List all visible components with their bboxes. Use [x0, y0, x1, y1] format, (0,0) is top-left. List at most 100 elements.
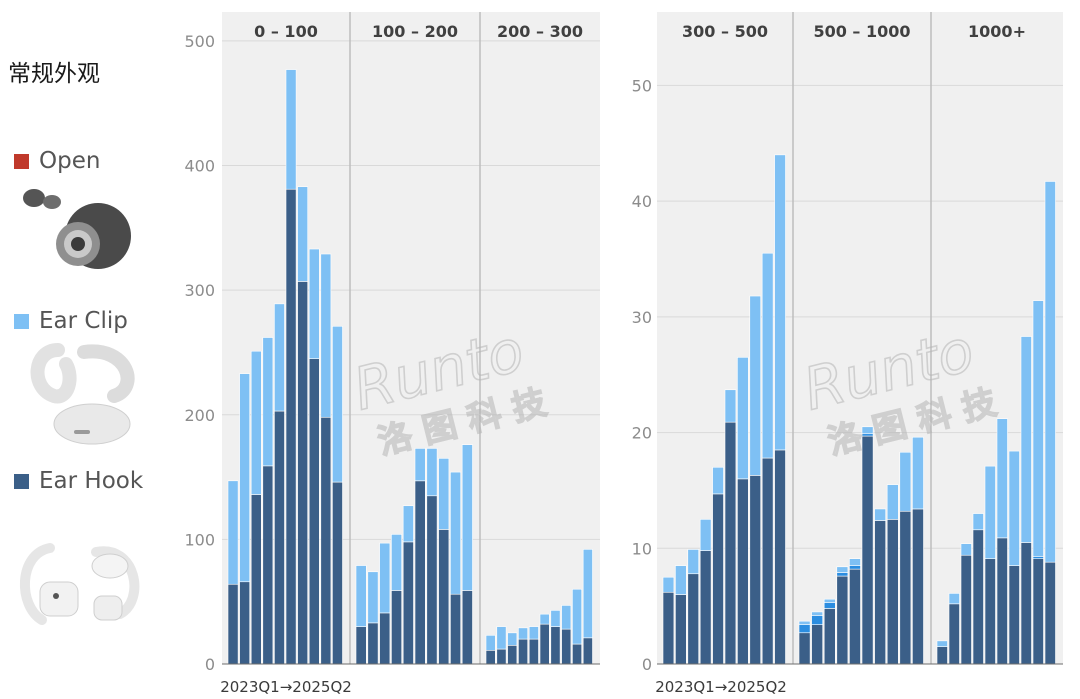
bar-segment-ear-clip	[761, 252, 774, 459]
bar-segment-ear-hook	[984, 558, 996, 665]
bar-segment-ear-clip	[507, 632, 518, 646]
bar-segment-ear-clip	[798, 620, 811, 625]
y-tick-label: 300	[184, 281, 215, 300]
legend-label-ear-hook: Ear Hook	[39, 468, 144, 494]
facet-header-label: 200 – 300	[497, 22, 583, 41]
bar-segment-ear-clip	[402, 505, 414, 543]
bar-segment-ear-clip	[461, 444, 473, 591]
bar-segment-ear-hook	[274, 410, 285, 665]
bar-segment-open	[836, 572, 849, 577]
bar-segment-ear-clip	[774, 154, 786, 451]
bar-segment-ear-hook	[332, 481, 343, 665]
bar-segment-ear-hook	[774, 449, 786, 665]
open-earbuds-icon	[23, 189, 131, 269]
bar-segment-ear-clip	[250, 350, 262, 495]
bar-segment-ear-clip	[367, 571, 379, 624]
bar-segment-ear-hook	[550, 626, 561, 665]
bar-segment-ear-clip	[582, 549, 593, 639]
bar-segment-ear-clip	[972, 513, 984, 531]
bar-segment-open	[811, 615, 823, 625]
bar-segment-ear-hook	[239, 581, 251, 665]
bar-segment-ear-hook	[675, 594, 687, 665]
facet-header-label: 100 – 200	[372, 22, 458, 41]
bar-segment-ear-hook	[262, 465, 274, 665]
bar-segment-ear-hook	[320, 416, 332, 665]
legend-title: 常规外观	[8, 61, 100, 87]
bar-segment-ear-clip	[836, 566, 849, 573]
bar-segment-ear-clip	[675, 565, 687, 595]
bar-segment-ear-clip	[899, 451, 912, 512]
ear-clip-swatch	[14, 313, 29, 329]
bar-segment-ear-clip	[227, 480, 239, 585]
bar-segment-ear-clip	[308, 248, 320, 359]
bar-segment-ear-clip	[518, 627, 529, 640]
y-tick-label: 0	[205, 655, 215, 674]
y-tick-label: 30	[632, 308, 652, 327]
bar-segment-ear-clip	[886, 484, 899, 520]
bar-segment-ear-hook	[297, 281, 309, 665]
bar-segment-ear-hook	[761, 457, 774, 665]
bar-segment-ear-clip	[936, 640, 948, 647]
legend-label-ear-clip: Ear Clip	[39, 308, 128, 334]
bar-segment-ear-clip	[699, 519, 712, 551]
bar-segment-ear-hook	[1020, 542, 1032, 665]
bar-segment-ear-clip	[274, 303, 285, 412]
bar-segment-ear-clip	[528, 626, 539, 640]
bar-segment-ear-hook	[561, 628, 572, 665]
bar-segment-ear-hook	[960, 554, 972, 665]
y-tick-label: 200	[184, 406, 215, 425]
bar-segment-ear-clip	[912, 436, 924, 510]
bar-segment-ear-clip	[948, 593, 960, 605]
bar-segment-ear-hook	[285, 188, 297, 665]
bar-segment-ear-clip	[262, 337, 274, 467]
bar-segment-ear-hook	[391, 590, 402, 665]
bar-segment-ear-clip	[391, 534, 402, 591]
bar-segment-ear-hook	[886, 519, 899, 665]
bar-segment-ear-hook	[948, 603, 960, 665]
bar-segment-ear-hook	[402, 541, 414, 665]
bar-segment-ear-clip	[239, 373, 251, 583]
y-tick-label: 10	[632, 539, 652, 558]
bar-segment-ear-clip	[572, 588, 583, 645]
bar-segment-ear-hook	[379, 612, 391, 665]
bar-segment-ear-hook	[1032, 558, 1044, 665]
bar-segment-ear-hook	[861, 435, 874, 665]
bar-segment-ear-clip	[297, 186, 309, 282]
y-tick-label: 100	[184, 530, 215, 549]
bar-segment-ear-hook	[912, 508, 924, 665]
bar-segment-ear-clip	[849, 558, 861, 566]
bar-segment-ear-hook	[528, 638, 539, 665]
ear-hook-swatch	[14, 473, 29, 489]
bar-segment-ear-clip	[355, 565, 367, 627]
bar-segment-ear-hook	[687, 573, 699, 665]
bar-segment-ear-hook	[507, 645, 518, 665]
legend-label-open: Open	[39, 148, 101, 174]
bar-segment-ear-hook	[450, 593, 461, 665]
bar-segment-ear-hook	[823, 608, 836, 665]
y-tick-label: 500	[184, 32, 215, 51]
bar-segment-ear-clip	[332, 325, 343, 483]
bar-segment-ear-hook	[662, 591, 675, 665]
x-range-label: 2023Q1→2025Q2	[655, 678, 787, 696]
bar-segment-ear-hook	[438, 529, 450, 665]
bar-segment-ear-hook	[572, 643, 583, 665]
bar-segment-ear-clip	[874, 508, 886, 521]
bar-segment-ear-clip	[550, 610, 561, 627]
bar-segment-ear-hook	[849, 568, 861, 665]
ear-clip-earbuds-icon	[30, 343, 135, 445]
bar-segment-open	[798, 624, 811, 634]
bar-segment-ear-clip	[414, 448, 426, 482]
bar-segment-ear-clip	[984, 465, 996, 559]
bar-segment-open	[823, 602, 836, 609]
facet-header-label: 300 – 500	[682, 22, 768, 41]
bar-segment-open	[849, 565, 861, 570]
bar-segment-ear-hook	[308, 358, 320, 665]
facet-header-label: 500 – 1000	[813, 22, 910, 41]
bar-segment-ear-clip	[1032, 300, 1044, 557]
bar-segment-ear-hook	[355, 626, 367, 665]
bar-segment-ear-clip	[712, 466, 724, 495]
bar-segment-ear-hook	[582, 637, 593, 665]
bar-segment-ear-hook	[798, 632, 811, 665]
bar-segment-ear-clip	[320, 253, 332, 418]
